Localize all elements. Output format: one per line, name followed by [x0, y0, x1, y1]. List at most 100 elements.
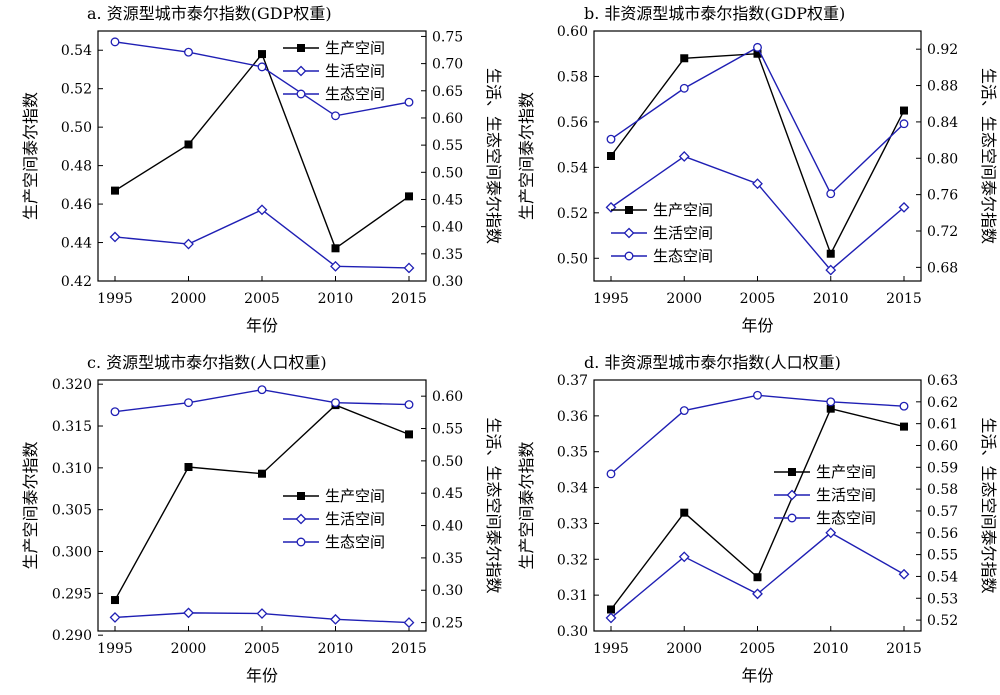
x-tick-label: 2010	[813, 641, 849, 657]
series-line	[114, 208, 410, 269]
data-point	[110, 37, 120, 47]
data-point	[680, 508, 689, 517]
data-point	[256, 608, 268, 619]
panel-title: a. 资源型城市泰尔指数(GDP权重)	[87, 4, 332, 23]
series-0	[607, 404, 908, 614]
data-point	[753, 573, 762, 582]
data-point	[330, 260, 341, 272]
data-point	[825, 264, 837, 276]
data-point	[404, 400, 414, 410]
data-point	[898, 201, 910, 213]
y2-tick-label: 0.63	[927, 373, 958, 389]
y2-tick-label: 0.75	[432, 29, 463, 45]
y-tick-label: 0.305	[52, 503, 92, 519]
plot-frame	[593, 30, 922, 282]
y2-axis-label: 生活、生态空间泰尔指数	[484, 68, 503, 244]
y2-tick-label: 0.59	[927, 460, 958, 476]
y2-axis-label: 生活、生态空间泰尔指数	[979, 68, 998, 244]
legend-marker	[295, 65, 307, 77]
y-tick-label: 0.35	[557, 445, 588, 461]
data-point	[753, 42, 762, 52]
data-point	[258, 469, 266, 478]
panel-title: c. 资源型城市泰尔指数(人口权重)	[87, 353, 327, 372]
y-axis-label: 生产空间泰尔指数	[517, 92, 536, 220]
y-tick-label: 0.50	[61, 120, 92, 136]
data-point	[826, 249, 835, 258]
data-point	[184, 140, 193, 149]
x-tick-label: 2005	[244, 291, 280, 307]
legend-marker	[297, 44, 305, 52]
y-tick-label: 0.320	[52, 377, 92, 393]
x-tick-label: 2000	[171, 291, 207, 307]
y-tick-label: 0.52	[61, 82, 92, 98]
x-tick-label: 2010	[318, 291, 354, 307]
y2-tick-label: 0.72	[927, 224, 958, 240]
legend-marker	[787, 513, 797, 523]
legend-label: 生产空间	[325, 39, 385, 57]
y-tick-label: 0.44	[61, 236, 92, 252]
y2-tick-label: 0.70	[432, 57, 463, 73]
x-tick-label: 1995	[593, 641, 629, 657]
y-tick-label: 0.60	[557, 24, 588, 40]
series-2	[110, 385, 414, 417]
series-1	[109, 607, 415, 629]
y2-tick-label: 0.52	[927, 613, 958, 629]
data-point	[183, 607, 194, 619]
legend-marker	[786, 489, 798, 501]
y2-tick-label: 0.57	[927, 504, 958, 520]
panel-a: a. 资源型城市泰尔指数(GDP权重) 1995 2000 2005 2010 2015 年…	[21, 4, 503, 335]
x-tick-label: 2015	[886, 291, 922, 307]
legend-label: 生态空间	[325, 533, 385, 551]
data-point	[109, 231, 121, 243]
x-axis-label: 年份	[741, 316, 773, 335]
data-point	[606, 469, 616, 479]
legend-marker	[623, 227, 635, 239]
y-tick-label: 0.300	[52, 545, 92, 561]
y2-tick-label: 0.62	[927, 395, 958, 411]
data-point	[898, 568, 910, 580]
data-point	[752, 588, 763, 600]
y-tick-label: 0.30	[557, 624, 588, 640]
data-point	[184, 463, 193, 472]
data-point	[826, 397, 836, 407]
x-tick-label: 2015	[391, 641, 427, 657]
y-tick-label: 0.31	[557, 588, 588, 604]
y-tick-label: 0.295	[52, 586, 92, 602]
x-axis-label: 年份	[741, 666, 773, 685]
legend-marker	[625, 206, 633, 214]
panel-title: b. 非资源型城市泰尔指数(GDP权重)	[584, 4, 845, 23]
y2-tick-label: 0.58	[927, 482, 958, 498]
x-tick-label: 2005	[740, 641, 776, 657]
data-point	[680, 54, 689, 63]
y-tick-label: 0.33	[557, 516, 588, 532]
y-axis-label: 生产空间泰尔指数	[517, 441, 536, 569]
y2-axis-label: 生活、生态空间泰尔指数	[979, 417, 998, 593]
data-point	[256, 204, 268, 216]
y2-tick-label: 0.45	[432, 486, 463, 502]
data-point	[111, 596, 119, 605]
data-point	[753, 390, 762, 400]
legend-label: 生态空间	[325, 85, 385, 103]
legend-marker	[624, 251, 634, 261]
data-point	[184, 47, 193, 57]
x-tick-label: 2000	[666, 291, 702, 307]
y2-tick-label: 0.68	[927, 260, 958, 276]
y2-tick-label: 0.30	[432, 583, 463, 599]
legend-label: 生活空间	[325, 510, 385, 528]
data-point	[607, 605, 615, 614]
y2-tick-label: 0.35	[432, 551, 463, 567]
legend-marker	[296, 89, 306, 99]
y-tick-label: 0.34	[557, 481, 588, 497]
y-tick-label: 0.310	[52, 461, 92, 477]
series-2	[606, 390, 909, 479]
series-0	[607, 49, 908, 258]
data-point	[752, 178, 763, 190]
data-point	[405, 192, 413, 201]
y-axis-label: 生产空间泰尔指数	[21, 441, 40, 569]
series-line	[610, 46, 905, 195]
series-1	[605, 527, 910, 624]
y-tick-label: 0.52	[557, 206, 588, 222]
